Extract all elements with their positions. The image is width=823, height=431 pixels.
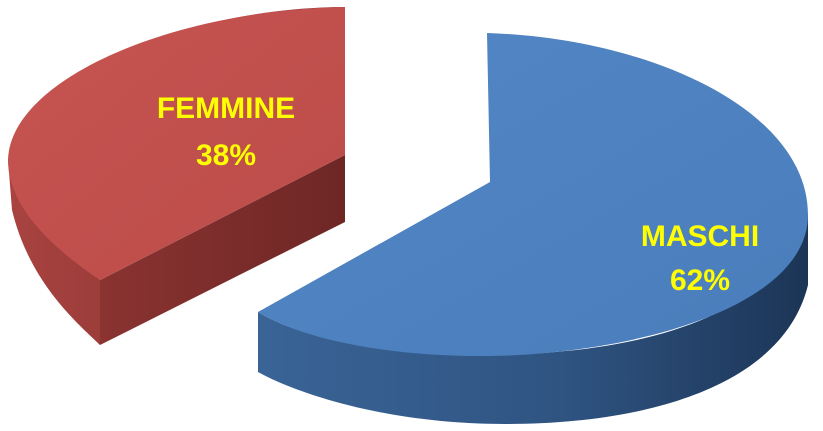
slice-top-femmine bbox=[8, 7, 345, 280]
slice-inner-femmine bbox=[100, 155, 345, 345]
pie-slice-maschi bbox=[258, 33, 808, 424]
slice-label-femmine: FEMMINE bbox=[157, 92, 295, 125]
slice-value-maschi: 62% bbox=[670, 264, 730, 297]
slice-value-femmine: 38% bbox=[196, 139, 256, 172]
slice-label-maschi: MASCHI bbox=[641, 220, 759, 253]
slice-side-maschi bbox=[258, 215, 808, 424]
slice-top-maschi bbox=[258, 33, 808, 357]
pie-slice-femmine bbox=[8, 7, 345, 345]
